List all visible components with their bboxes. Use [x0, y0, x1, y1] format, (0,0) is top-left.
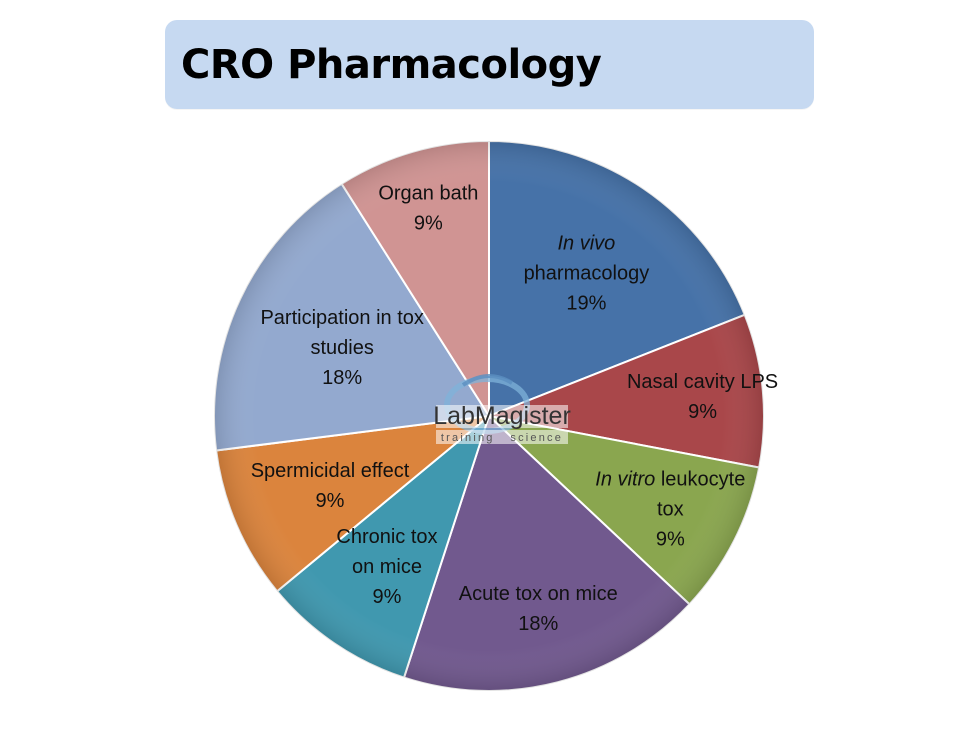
slice-label: Chronic tox on mice 9% [336, 526, 437, 608]
slice-label: Nasal cavity LPS 9% [627, 371, 778, 423]
slice-label: Acute tox on mice 18% [459, 583, 618, 635]
slice-label: In vitro leukocyte tox 9% [595, 468, 745, 550]
pie-labels: In vivo pharmacology 19% Nasal cavity LPS 9%… [251, 182, 778, 634]
title-box: CRO Pharmacology [165, 20, 814, 109]
slice-label: Participation in tox studies 18% [260, 307, 423, 389]
logo-sub-text: training science [441, 432, 563, 444]
slice-label: Spermicidal effect 9% [251, 460, 410, 512]
chart-title: CRO Pharmacology [181, 42, 602, 88]
logo-main-text: LabMagister [433, 402, 571, 430]
slice-label: In vivo pharmacology 19% [524, 233, 650, 315]
logo-arc-icon [461, 374, 514, 387]
slice-label: Organ bath 9% [378, 182, 478, 234]
labmagister-logo: LabMagister training science [433, 374, 571, 444]
